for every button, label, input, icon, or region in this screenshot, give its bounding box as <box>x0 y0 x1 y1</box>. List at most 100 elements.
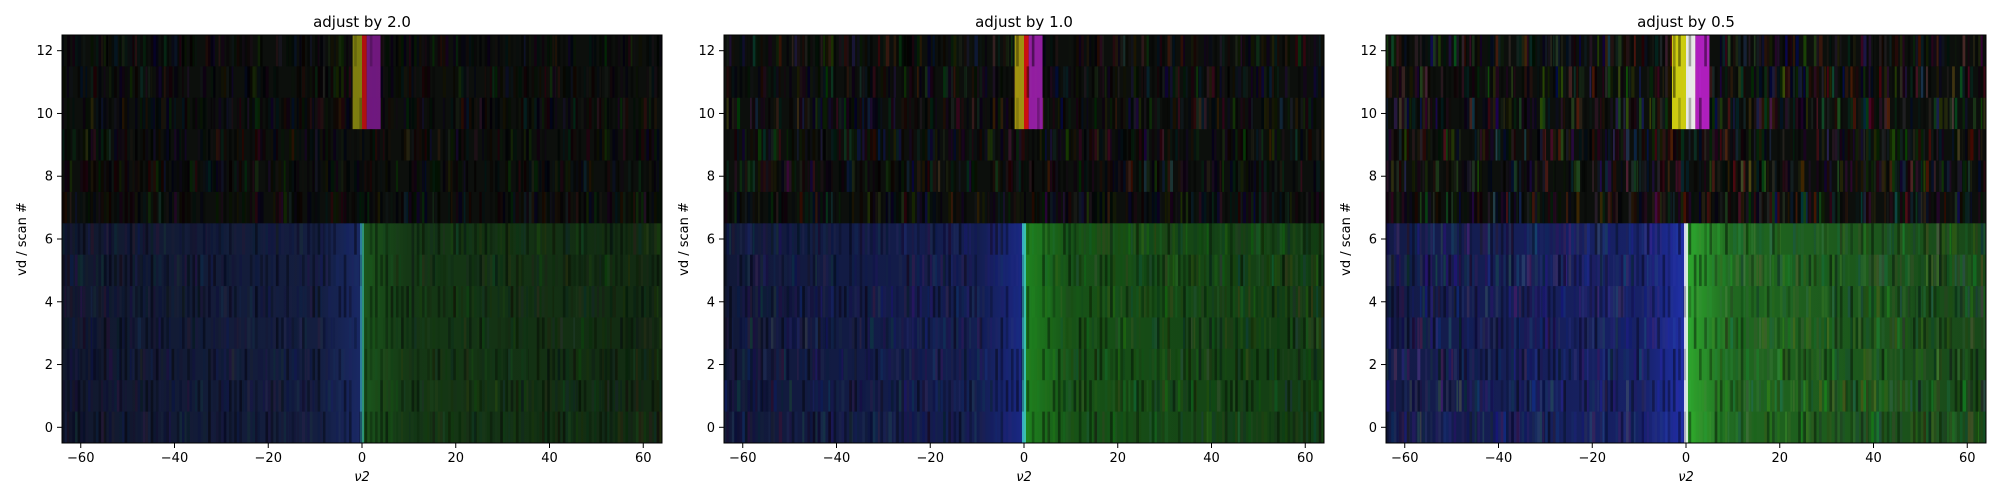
noise-cell <box>888 66 890 97</box>
noise-shade <box>130 255 133 286</box>
noise-cell <box>174 129 176 160</box>
noise-shade <box>1188 192 1191 223</box>
noise-cell <box>469 98 472 129</box>
noise-cell <box>539 35 541 66</box>
noise-shade <box>1016 129 1019 160</box>
noise-cell <box>573 35 576 66</box>
noise-shade <box>922 317 925 348</box>
noise-cell <box>396 161 398 192</box>
noise-shade <box>229 98 232 129</box>
noise-shade <box>1011 66 1014 97</box>
noise-shade <box>453 349 456 380</box>
noise-cell <box>826 66 828 97</box>
noise-cell <box>453 98 455 129</box>
noise-cell <box>104 192 106 223</box>
noise-shade <box>130 223 133 254</box>
noise-shade <box>328 223 331 254</box>
noise-cell <box>805 35 808 66</box>
noise-cell <box>498 129 500 160</box>
noise-shade <box>1204 66 1207 97</box>
noise-shade <box>1006 66 1009 97</box>
noise-shade <box>500 35 503 66</box>
noise-shade <box>479 255 482 286</box>
noise-shade <box>349 380 352 411</box>
noise-cell <box>383 66 385 97</box>
noise-shade <box>109 192 112 223</box>
noise-shade <box>605 161 608 192</box>
noise-cell <box>135 35 137 66</box>
noise-shade <box>995 349 998 380</box>
noise-cell <box>127 66 129 97</box>
noise-shade <box>307 66 310 97</box>
noise-cell <box>1027 161 1029 192</box>
noise-shade <box>453 129 456 160</box>
noise-cell <box>737 129 739 160</box>
noise-shade <box>1141 161 1144 192</box>
noise-shade <box>1157 286 1160 317</box>
noise-shade <box>464 223 467 254</box>
noise-shade <box>109 66 112 97</box>
noise-cell <box>156 35 158 66</box>
noise-cell <box>412 129 414 160</box>
noise-cell <box>1272 98 1275 129</box>
noise-cell <box>1016 192 1020 223</box>
noise-cell <box>456 129 459 160</box>
noise-shade <box>229 223 232 254</box>
noise-cell <box>1123 98 1126 129</box>
noise-cell <box>821 98 823 129</box>
noise-shade <box>182 161 185 192</box>
noise-cell <box>1243 98 1245 129</box>
noise-cell <box>273 66 276 97</box>
noise-shade <box>1214 66 1217 97</box>
noise-shade <box>339 286 342 317</box>
noise-cell <box>80 192 82 223</box>
noise-shade <box>1209 35 1212 66</box>
noise-shade <box>213 66 216 97</box>
noise-cell <box>305 98 308 129</box>
noise-cell <box>346 66 348 97</box>
noise-cell <box>589 35 592 66</box>
noise-shade <box>328 129 331 160</box>
noise-shade <box>1094 66 1097 97</box>
noise-shade <box>104 317 107 348</box>
noise-cell <box>1222 66 1224 97</box>
noise-cell <box>430 129 432 160</box>
noise-cell <box>1238 161 1241 192</box>
noise-cell <box>138 192 141 223</box>
noise-cell <box>852 129 854 160</box>
noise-shade <box>307 161 310 192</box>
noise-cell <box>323 35 326 66</box>
noise-cell <box>571 129 574 160</box>
noise-cell <box>802 98 804 129</box>
noise-cell <box>182 66 184 97</box>
noise-shade <box>818 349 821 380</box>
noise-cell <box>639 35 643 66</box>
noise-shade <box>891 66 894 97</box>
noise-cell <box>325 98 327 129</box>
noise-shade <box>1282 98 1285 129</box>
noise-shade <box>579 255 582 286</box>
noise-cell <box>401 66 404 97</box>
noise-cell <box>1081 98 1083 129</box>
noise-shade <box>93 161 96 192</box>
noise-cell <box>727 161 729 192</box>
noise-cell <box>586 192 588 223</box>
noise-shade <box>834 317 837 348</box>
noise-shade <box>417 349 420 380</box>
noise-cell <box>271 98 274 129</box>
noise-cell <box>1256 129 1258 160</box>
noise-cell <box>888 161 890 192</box>
noise-cell <box>639 161 642 192</box>
noise-shade <box>1167 349 1170 380</box>
noise-cell <box>414 129 416 160</box>
noise-shade <box>1021 286 1024 317</box>
noise-cell <box>101 129 103 160</box>
noise-cell <box>1113 161 1115 192</box>
noise-cell <box>1175 129 1177 160</box>
noise-cell <box>438 129 441 160</box>
noise-cell <box>245 192 247 223</box>
noise-shade <box>755 129 758 160</box>
noise-cell <box>896 129 899 160</box>
noise-shade <box>485 223 488 254</box>
